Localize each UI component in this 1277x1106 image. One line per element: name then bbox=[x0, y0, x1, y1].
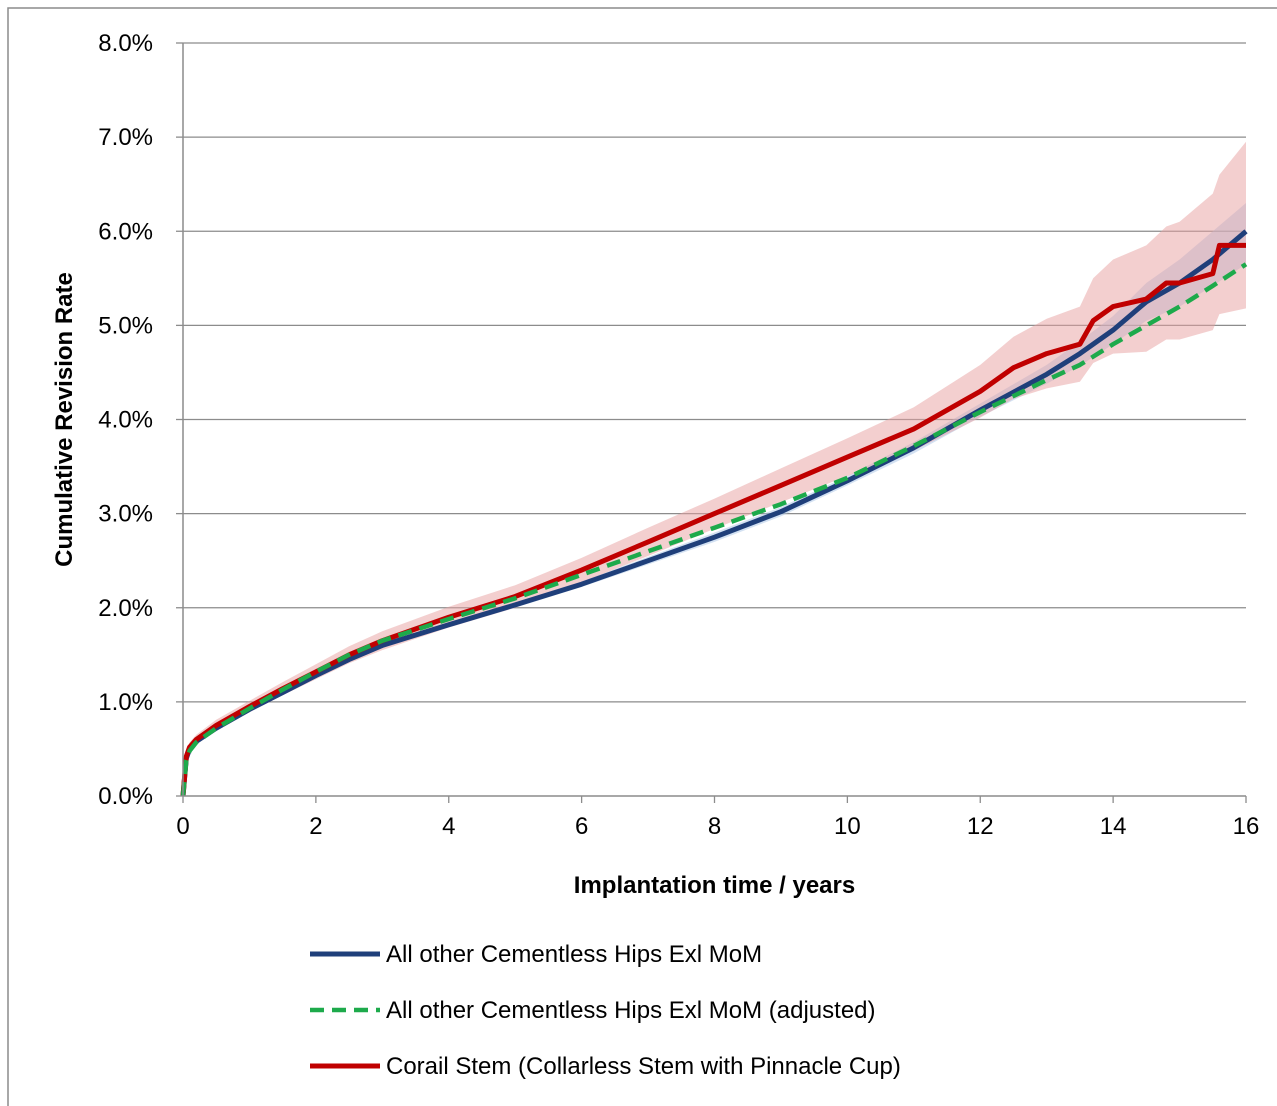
x-tick-label: 8 bbox=[708, 813, 721, 840]
legend: All other Cementless Hips Exl MoM All oth… bbox=[310, 941, 901, 1080]
y-tick-label: 1.0% bbox=[98, 689, 153, 716]
y-axis-title: Cumulative Revision Rate bbox=[51, 272, 78, 567]
y-tick-label: 2.0% bbox=[98, 595, 153, 622]
axes bbox=[176, 42, 1247, 803]
legend-label: All other Cementless Hips Exl MoM (adjus… bbox=[386, 997, 876, 1024]
y-tick-label: 0.0% bbox=[98, 783, 153, 810]
y-tick-label: 6.0% bbox=[98, 218, 153, 245]
series-line bbox=[180, 262, 1248, 797]
x-tick-label: 2 bbox=[309, 813, 322, 840]
tick-labels: 0.0% 1.0% 2.0% 3.0% 4.0% 5.0% 6.0% 7.0% 8.0% 0 2 4 6… bbox=[98, 30, 1259, 840]
y-tick-label: 7.0% bbox=[98, 124, 153, 151]
x-tick-label: 10 bbox=[834, 813, 861, 840]
y-tick-label: 5.0% bbox=[98, 312, 153, 339]
x-tick-label: 12 bbox=[967, 813, 994, 840]
series-lines bbox=[180, 229, 1248, 797]
legend-label: Corail Stem (Collarless Stem with Pinnac… bbox=[386, 1053, 901, 1080]
legend-label: All other Cementless Hips Exl MoM bbox=[386, 941, 762, 968]
y-tick-label: 3.0% bbox=[98, 501, 153, 528]
y-tick-label: 8.0% bbox=[98, 30, 153, 57]
x-tick-label: 14 bbox=[1100, 813, 1127, 840]
x-axis-title: Implantation time / years bbox=[574, 872, 855, 899]
y-tick-label: 4.0% bbox=[98, 407, 153, 434]
x-tick-label: 0 bbox=[176, 813, 189, 840]
x-tick-label: 4 bbox=[442, 813, 455, 840]
x-tick-label: 16 bbox=[1233, 813, 1260, 840]
x-tick-label: 6 bbox=[575, 813, 588, 840]
